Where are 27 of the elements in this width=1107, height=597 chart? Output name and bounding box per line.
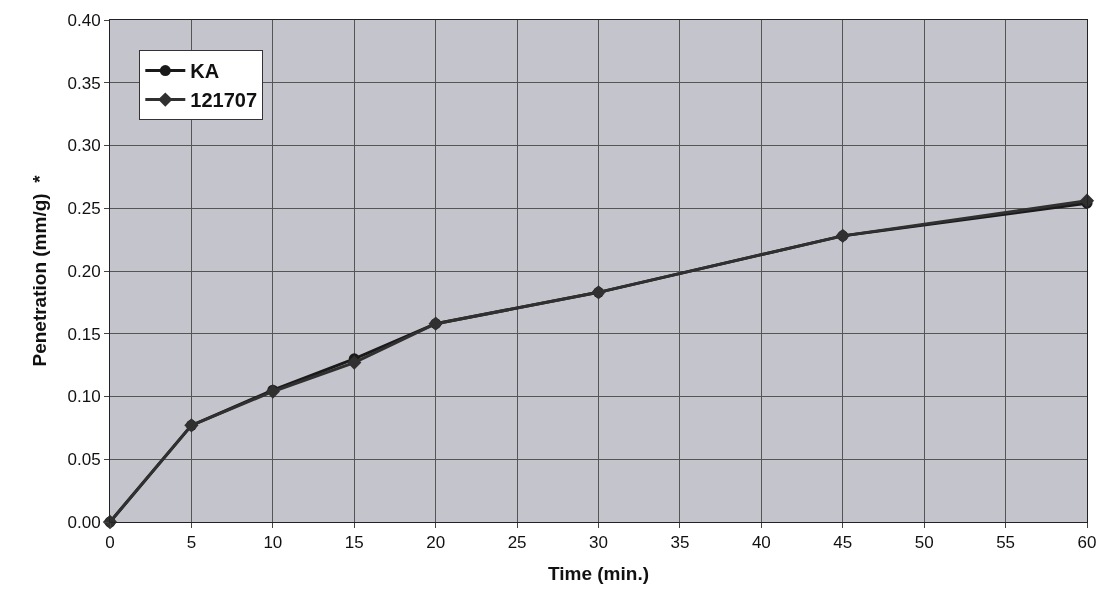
legend-label: 121707 <box>190 89 258 112</box>
x-tick-label: 10 <box>263 533 283 553</box>
x-tick-label: 40 <box>751 533 771 553</box>
y-tick-label: 0.05 <box>67 450 101 470</box>
x-tick-label: 5 <box>186 533 197 553</box>
y-tick-label: 0.35 <box>67 73 101 93</box>
x-tick-label: 30 <box>589 533 608 553</box>
x-tick-label: 35 <box>670 533 690 553</box>
x-tick-label: 55 <box>996 533 1016 553</box>
y-tick-label: 0.20 <box>67 261 101 281</box>
y-tick-label: 0.15 <box>67 324 101 344</box>
x-tick-label: 25 <box>507 533 527 553</box>
x-axis-title: Time (min.) <box>548 563 649 585</box>
x-tick-label: 45 <box>833 533 853 553</box>
x-tick-label: 20 <box>426 533 446 553</box>
x-tick-label: 50 <box>914 533 934 553</box>
y-tick-label: 0.25 <box>67 199 101 219</box>
y-tick-label: 0.00 <box>67 512 101 532</box>
x-tick-label: 60 <box>1077 533 1097 553</box>
x-tick-label: 0 <box>105 533 115 553</box>
x-tick-label: 15 <box>344 533 364 553</box>
y-axis-title: Penetration (mm/g) * <box>29 174 51 367</box>
y-tick-label: 0.40 <box>67 10 101 30</box>
legend-label: KA <box>190 60 220 83</box>
y-tick-label: 0.30 <box>67 136 101 156</box>
point <box>347 355 362 370</box>
y-tick-label: 0.10 <box>67 387 101 407</box>
